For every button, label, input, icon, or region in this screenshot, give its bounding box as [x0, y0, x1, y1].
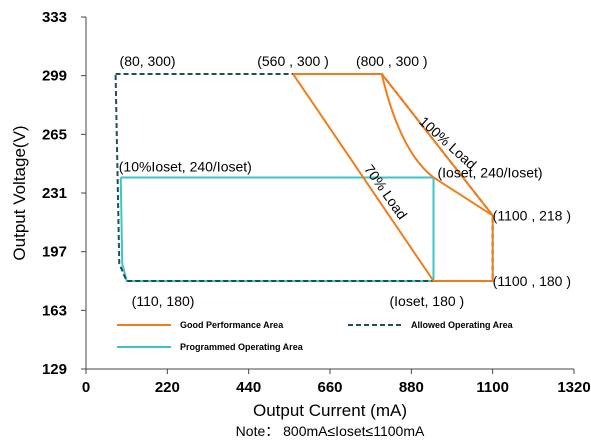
x-tick-label: 1100	[476, 379, 509, 396]
annotation-label: (1100 , 218 )	[493, 207, 571, 223]
load-100-curve	[380, 73, 435, 179]
y-tick-labels: 129 163 197 231 265 299 333	[42, 9, 86, 378]
y-tick-label: 299	[42, 68, 67, 85]
legend-label: Good Performance Area	[180, 320, 284, 330]
x-tick-label: 0	[82, 379, 90, 396]
annotation-label: (110, 180)	[132, 293, 195, 309]
series-curves	[114, 72, 494, 282]
x-axis-title: Output Current (mA)	[253, 401, 407, 420]
y-tick-label: 163	[42, 302, 67, 319]
annotation-label: (1100 , 180 )	[493, 273, 571, 289]
x-tick-label: 660	[317, 379, 342, 396]
x-tick-label: 880	[399, 379, 424, 396]
y-tick-label: 231	[42, 185, 67, 202]
note-text: Note： 800mA≤Ioset≤1100mA	[236, 423, 425, 439]
y-tick-label: 333	[42, 9, 67, 26]
x-tick-labels: 0 220 440 660 880 1100 1320	[82, 369, 591, 396]
load-100-curve-lower	[432, 176, 494, 217]
annotation-label: 70% Load	[361, 161, 410, 222]
y-axis-title: Output Voltage(V)	[10, 125, 29, 260]
x-tick-label: 220	[155, 379, 180, 396]
annotation-label: (Ioset, 240/Ioset)	[438, 164, 543, 180]
y-tick-label: 129	[42, 361, 67, 378]
annotation-label: 100% Load	[416, 113, 479, 172]
axes	[85, 17, 574, 370]
y-tick-label: 197	[42, 244, 67, 261]
annotation-label: (10%Ioset, 240/Ioset)	[119, 158, 252, 174]
annotation-label: (Ioset, 180 )	[390, 293, 465, 309]
point-annotations: (80, 300) (560 , 300 ) (800 , 300 ) (10%Ios…	[119, 53, 571, 309]
legend-label: Allowed Operating Area	[411, 320, 514, 330]
legend: Good Performance Area Allowed Operating A…	[117, 320, 514, 352]
legend-label: Programmed Operating Area	[180, 342, 304, 352]
annotation-label: (560 , 300 )	[257, 53, 329, 69]
annotation-label: (800 , 300 )	[356, 53, 428, 69]
y-tick-label: 265	[42, 126, 67, 143]
x-tick-label: 440	[236, 379, 261, 396]
x-tick-label: 1320	[557, 379, 590, 396]
annotation-label: (80, 300)	[120, 53, 176, 69]
series-line-good-performance-area	[292, 72, 494, 282]
